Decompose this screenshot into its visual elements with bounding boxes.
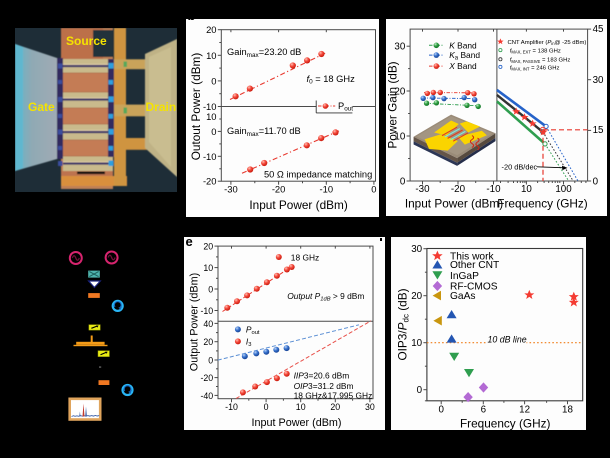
svg-text:RF-CMOS: RF-CMOS: [450, 281, 498, 292]
svg-text:45: 45: [592, 24, 603, 35]
svg-text:Input Power (dBm): Input Power (dBm): [249, 198, 347, 212]
svg-text:0: 0: [264, 402, 269, 412]
svg-text:10: 10: [206, 49, 216, 60]
svg-text:Input Power (dBm): Input Power (dBm): [404, 196, 502, 210]
svg-text:Source: Source: [66, 34, 107, 48]
svg-text:18 GHz&17.995 GHz: 18 GHz&17.995 GHz: [294, 391, 373, 401]
svg-text:-40: -40: [200, 391, 213, 401]
svg-text:fMAX, INT = 246 GHz: fMAX, INT = 246 GHz: [509, 65, 559, 71]
svg-text:OIP3/Pdc (dB): OIP3/Pdc (dB): [395, 288, 410, 360]
svg-text:0: 0: [211, 126, 216, 137]
svg-text:-20 dB/dec: -20 dB/dec: [501, 162, 537, 171]
svg-text:0: 0: [438, 404, 444, 415]
svg-text:0: 0: [371, 183, 376, 194]
svg-text:20: 20: [203, 337, 213, 347]
svg-text:IIP3=20.6 dBm: IIP3=20.6 dBm: [294, 371, 350, 381]
svg-text:CNT Amplifier (Pin@ -25 dBm): CNT Amplifier (Pin@ -25 dBm): [507, 40, 586, 46]
svg-text:-10: -10: [203, 101, 217, 112]
svg-text:40: 40: [203, 319, 213, 329]
svg-text:20: 20: [203, 242, 213, 252]
svg-text:15: 15: [592, 125, 603, 136]
svg-text:50 Ω impedance matching: 50 Ω impedance matching: [264, 169, 372, 179]
svg-text:10 dB line: 10 dB line: [487, 334, 526, 344]
svg-text:10: 10: [203, 263, 213, 273]
svg-text:-20: -20: [203, 175, 217, 186]
svg-text:GaAs: GaAs: [450, 291, 475, 302]
svg-text:-30: -30: [415, 184, 430, 195]
svg-text:30: 30: [365, 402, 375, 412]
svg-text:fMAX, EXT = 138 GHz: fMAX, EXT = 138 GHz: [509, 48, 560, 54]
svg-text:10: 10: [206, 111, 216, 122]
svg-text:10: 10: [411, 338, 422, 349]
svg-text:-10: -10: [203, 150, 217, 161]
svg-text:0: 0: [416, 385, 422, 396]
svg-text:Frequency (GHz): Frequency (GHz): [497, 196, 588, 210]
svg-text:-20: -20: [450, 184, 465, 195]
svg-text:Gate: Gate: [28, 100, 55, 114]
svg-text:20: 20: [330, 402, 340, 412]
svg-text:Output Power (dBm): Output Power (dBm): [189, 273, 201, 371]
svg-text:-10: -10: [225, 402, 238, 412]
svg-text:30: 30: [411, 244, 422, 255]
svg-text:-10: -10: [200, 306, 213, 316]
svg-text:0: 0: [399, 176, 405, 187]
svg-text:0: 0: [208, 356, 213, 366]
svg-text:Outout Power (dBm): Outout Power (dBm): [189, 52, 203, 160]
svg-text:20: 20: [394, 86, 405, 97]
svg-text:0: 0: [211, 75, 216, 86]
svg-text:This work: This work: [450, 251, 494, 262]
svg-text:Ka Band: Ka Band: [449, 50, 480, 62]
svg-text:Drain: Drain: [146, 100, 177, 114]
svg-text:Gainmax=23.20 dB: Gainmax=23.20 dB: [227, 47, 301, 59]
svg-text:0: 0: [592, 176, 598, 187]
svg-text:K Band: K Band: [449, 40, 477, 50]
svg-text:Power Gain (dB): Power Gain (dB): [386, 61, 399, 148]
svg-text:6: 6: [480, 404, 486, 415]
svg-text:18: 18: [562, 404, 573, 415]
svg-text:I3: I3: [246, 337, 252, 349]
svg-text:100: 100: [555, 184, 572, 195]
svg-text:12: 12: [519, 404, 530, 415]
svg-text:-10: -10: [320, 183, 334, 194]
svg-text:-10: -10: [486, 184, 501, 195]
svg-text:20: 20: [206, 24, 216, 35]
svg-text:30: 30: [394, 41, 405, 52]
svg-text:-20: -20: [200, 373, 213, 383]
svg-text:f0 = 18 GHz: f0 = 18 GHz: [307, 73, 356, 85]
svg-text:X Band: X Band: [448, 61, 477, 71]
svg-text:Other CNT: Other CNT: [450, 260, 499, 271]
svg-text:-30: -30: [224, 183, 238, 194]
svg-text:0: 0: [208, 285, 213, 295]
svg-text:20: 20: [411, 291, 422, 302]
svg-text:Pout: Pout: [338, 100, 353, 112]
svg-text:OIP3=31.2 dBm: OIP3=31.2 dBm: [294, 381, 354, 391]
svg-text:Gainmax=11.70 dB: Gainmax=11.70 dB: [227, 126, 301, 138]
svg-text:10: 10: [394, 131, 405, 142]
svg-text:-20: -20: [272, 183, 286, 194]
svg-text:Frequency (GHz): Frequency (GHz): [460, 416, 551, 430]
svg-text:Input Power (dBm): Input Power (dBm): [251, 417, 341, 429]
svg-text:30: 30: [592, 75, 603, 86]
svg-text:10: 10: [520, 184, 531, 195]
svg-text:InGaP: InGaP: [450, 270, 479, 281]
svg-text:Pout: Pout: [246, 325, 260, 337]
svg-text:fMAX, PASSIVE = 183 GHz: fMAX, PASSIVE = 183 GHz: [509, 57, 570, 63]
svg-text:10: 10: [296, 402, 306, 412]
svg-text:18 GHz: 18 GHz: [291, 253, 319, 263]
svg-text:Output P1dB > 9 dBm: Output P1dB > 9 dBm: [287, 291, 364, 303]
